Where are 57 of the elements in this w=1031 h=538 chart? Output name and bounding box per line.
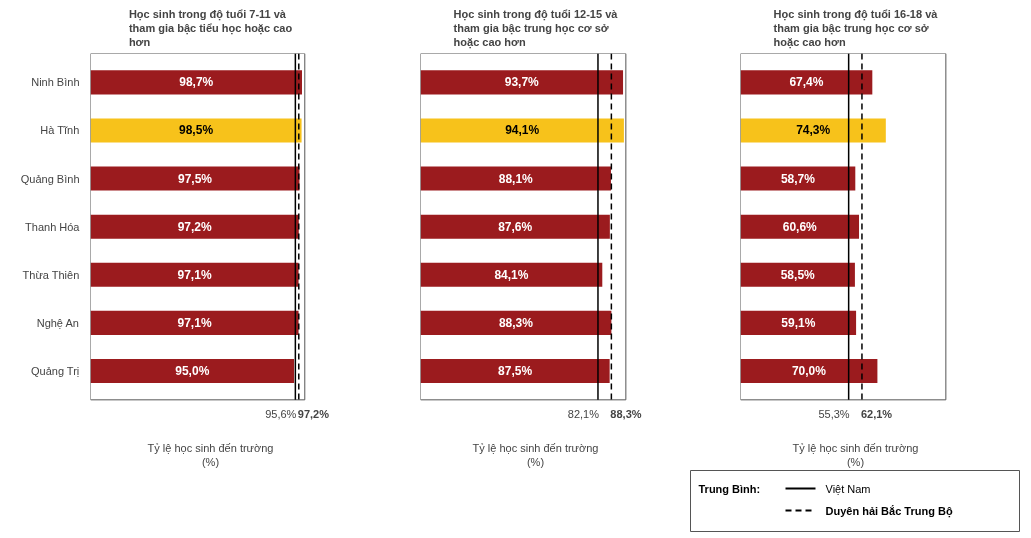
data-label: 74,3% <box>796 123 831 138</box>
data-label: 58,7% <box>780 171 816 186</box>
bar <box>420 118 624 143</box>
data-label: 98,5% <box>179 123 214 138</box>
data-label: 97,1% <box>177 267 212 282</box>
ref-line-label: 95,6% <box>265 408 297 421</box>
y-tick-label: Thanh Hóa <box>25 220 81 233</box>
data-label: 70,0% <box>791 363 827 378</box>
ref-line-label: 82,1% <box>567 408 600 421</box>
bar <box>420 166 611 191</box>
bar <box>420 358 610 383</box>
chart-title: Học sinh trong độ tuổi 16-18 và tham gia bậc trung học cơ sở hoặc cao hơn <box>773 7 939 50</box>
bar <box>740 262 855 287</box>
data-label: 98,7% <box>179 75 214 90</box>
bar <box>420 70 624 95</box>
data-label: 87,6% <box>498 219 533 234</box>
text: Trung Bình: <box>698 482 761 495</box>
data-label: 97,5% <box>177 171 213 186</box>
y-tick-label: Quảng Trị <box>31 364 80 377</box>
data-label: 97,1% <box>177 315 212 330</box>
text: Duyên hải Bắc Trung Bộ <box>825 504 953 518</box>
x-axis-title: Tỷ lệ học sinh đến trường (%) <box>472 441 599 468</box>
x-axis-title: Tỷ lệ học sinh đến trường (%) <box>792 441 919 468</box>
data-label: 88,1% <box>498 171 534 186</box>
text: Việt Nam <box>825 482 871 495</box>
bar <box>420 214 610 239</box>
bar <box>740 166 856 191</box>
data-label: 60,6% <box>782 219 818 234</box>
bar <box>740 70 873 95</box>
x-axis-title: Tỷ lệ học sinh đến trường (%) <box>147 441 274 468</box>
y-tick-label: Hà Tĩnh <box>40 124 80 137</box>
bar <box>740 358 878 383</box>
data-label: 95,0% <box>175 363 210 378</box>
ref-line-label: 55,3% <box>818 408 850 421</box>
ref-line-label: 62,1% <box>860 408 893 421</box>
data-label: 87,5% <box>498 363 533 378</box>
data-label: 94,1% <box>505 123 540 138</box>
data-label: 97,2% <box>177 219 212 234</box>
data-label: 67,4% <box>789 75 824 90</box>
y-tick-label: Nghệ An <box>36 316 79 329</box>
chart-title: Học sinh trong độ tuổi 7-11 và tham gia bậc tiểu học hoặc cao hơn <box>128 7 293 49</box>
y-tick-label: Quảng Bình <box>20 172 80 185</box>
chart-title: Học sinh trong độ tuổi 12-15 và tham gia bậc trung học cơ sở hoặc cao hơn <box>453 7 619 50</box>
y-tick-label: Thừa Thiên <box>22 268 80 281</box>
bar <box>420 262 603 287</box>
data-label: 88,3% <box>498 315 534 330</box>
y-tick-label: Ninh Bình <box>31 76 80 89</box>
data-label: 58,5% <box>780 267 816 282</box>
data-label: 84,1% <box>494 267 529 282</box>
ref-line-label: 88,3% <box>610 408 642 421</box>
data-label: 59,1% <box>781 315 816 330</box>
bar <box>740 310 857 335</box>
bar <box>740 214 860 239</box>
ref-line-label: 97,2% <box>297 408 330 421</box>
bar <box>740 118 886 143</box>
bar <box>420 310 612 335</box>
data-label: 93,7% <box>504 75 540 90</box>
